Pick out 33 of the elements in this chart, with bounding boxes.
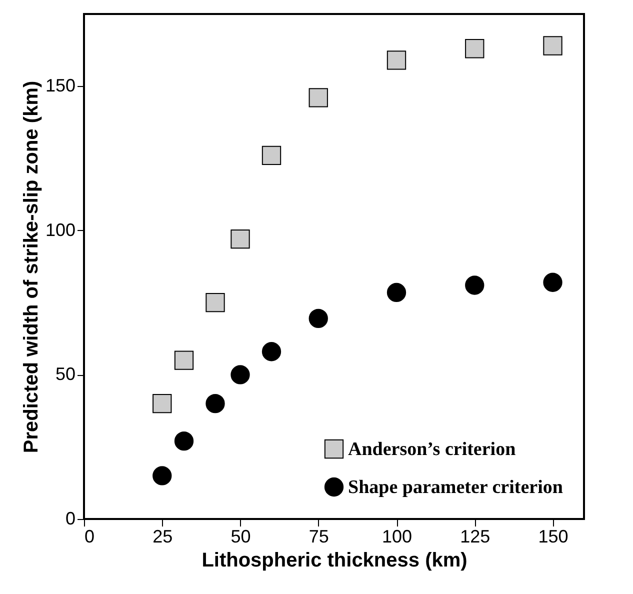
- point: [206, 394, 225, 414]
- point: [308, 88, 328, 108]
- x-tick-label: 150: [538, 526, 568, 546]
- point: [174, 432, 194, 451]
- point: [386, 282, 406, 302]
- point: [152, 466, 172, 486]
- point: [465, 39, 484, 58]
- point: [386, 50, 406, 70]
- point: [206, 292, 225, 312]
- legend-label: Shape parameter criterion: [348, 477, 564, 498]
- y-tick-label: 50: [55, 364, 76, 384]
- y-axis-title: Predicted width of strike-slip zone (km): [20, 80, 42, 454]
- point: [543, 36, 562, 56]
- point: [174, 350, 194, 370]
- y-tick-label: 0: [65, 508, 76, 528]
- x-tick-label: 50: [230, 526, 251, 546]
- y-tick-label: 100: [45, 220, 76, 240]
- x-axis-title: Lithospheric thickness (km): [202, 550, 468, 572]
- x-tick-label: 100: [382, 526, 412, 546]
- point: [543, 272, 562, 292]
- point: [308, 308, 328, 328]
- x-tick-label: 75: [308, 526, 329, 546]
- point: [262, 342, 282, 362]
- point: [230, 365, 250, 384]
- legend-label: Anderson’s criterion: [348, 439, 516, 460]
- x-tick-label: 125: [460, 526, 490, 546]
- point: [152, 394, 172, 414]
- point: [262, 146, 282, 165]
- y-tick-label: 150: [45, 76, 76, 96]
- point: [230, 230, 250, 249]
- point: [465, 276, 484, 295]
- x-tick-label: 25: [152, 526, 173, 546]
- x-tick-label: 0: [84, 526, 95, 546]
